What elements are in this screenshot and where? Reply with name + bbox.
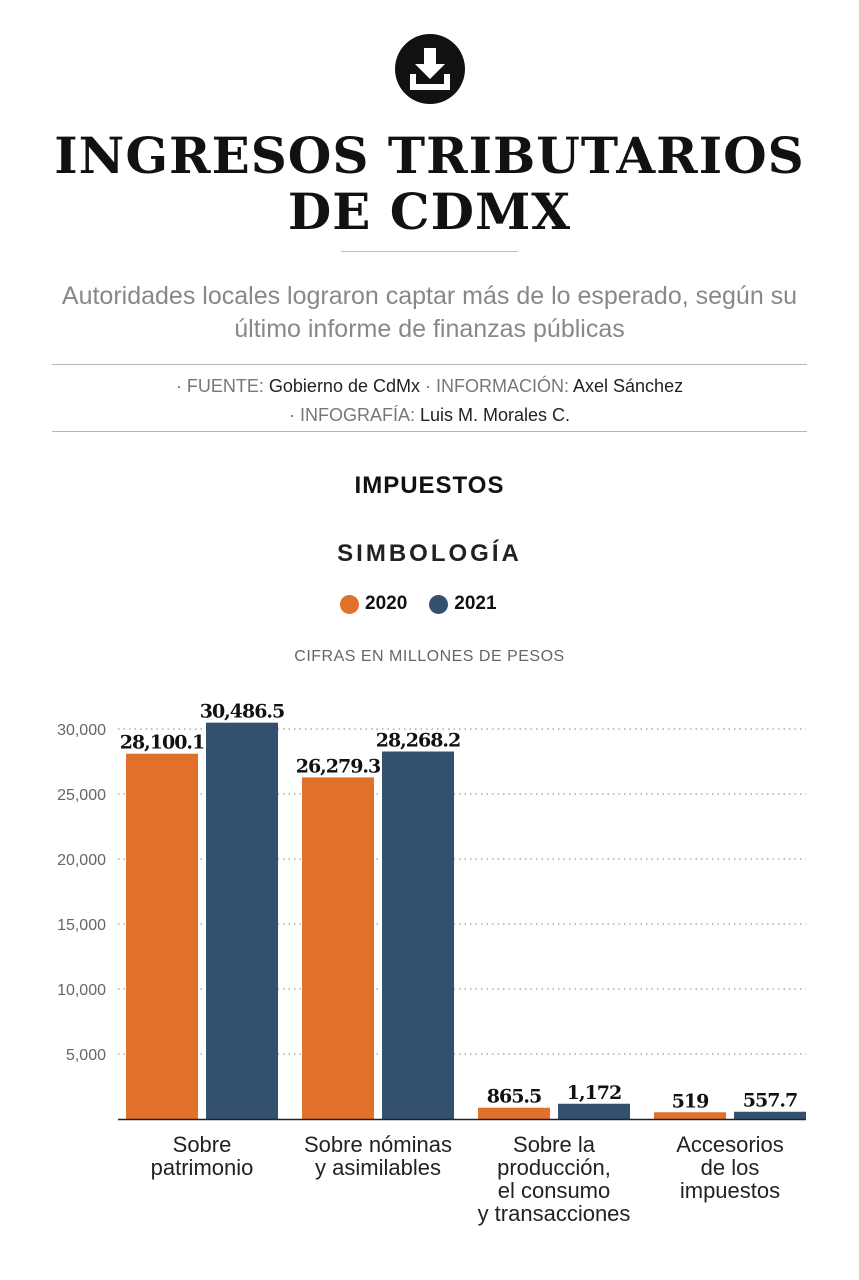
credits: · FUENTE: Gobierno de CdMx · INFORMACIÓN… [0, 372, 859, 430]
y-tick-label: 15,000 [57, 917, 106, 934]
data-label-2020: 519 [672, 1090, 709, 1112]
bar-2020 [126, 753, 198, 1119]
info-label: · INFORMACIÓN: [425, 376, 569, 396]
data-label-2021: 1,172 [567, 1082, 622, 1104]
section-title: IMPUESTOS [354, 472, 505, 499]
bar-2021 [206, 722, 278, 1119]
y-tick-label: 5,000 [66, 1047, 106, 1064]
bar-2020 [478, 1107, 550, 1119]
x-category-label: Sobre la producción, el consumo y transa… [477, 1132, 631, 1226]
bar-2021 [382, 751, 454, 1119]
x-category-label: Sobre nóminas y asimilables [304, 1132, 452, 1180]
source-value: Gobierno de CdMx [268, 376, 420, 396]
y-tick-label: 10,000 [57, 982, 106, 999]
bar-2020 [302, 777, 374, 1119]
chart-legend: 2020 2021 [340, 592, 519, 616]
bar-2021 [734, 1111, 806, 1119]
data-label-2020: 26,279.3 [296, 755, 381, 777]
download-glyph [410, 48, 450, 90]
credits-top-divider [52, 364, 807, 365]
data-label-2020: 28,100.1 [120, 732, 205, 754]
legend-label-2021: 2021 [454, 593, 497, 614]
legend-title: SIMBOLOGÍA [337, 540, 522, 567]
legend-swatch-2020 [340, 594, 359, 614]
units-note: CIFRAS EN MILLONES DE PESOS [294, 648, 565, 665]
title-line-2: DE CDMX [287, 182, 572, 241]
graphics-label: · INFOGRAFÍA: [288, 405, 415, 425]
x-category-label: Sobre patrimonio [150, 1132, 254, 1180]
data-label-2020: 865.5 [487, 1086, 542, 1108]
y-tick-label: 20,000 [57, 852, 106, 869]
data-label-2021: 30,486.5 [200, 701, 285, 723]
page-title: INGRESOS TRIBUTARIOS DE CDMX [0, 128, 859, 240]
title-divider [341, 251, 518, 252]
bar-2020 [654, 1112, 726, 1119]
x-category-label: Accesorios de los impuestos [676, 1132, 784, 1203]
legend-label-2020: 2020 [365, 593, 408, 614]
data-label-2021: 557.7 [743, 1090, 798, 1112]
title-line-1: INGRESOS TRIBUTARIOS [54, 126, 805, 185]
legend-item-2021: 2021 [429, 593, 497, 615]
data-label-2021: 28,268.2 [376, 730, 461, 752]
y-tick-label: 25,000 [57, 787, 106, 804]
download-icon[interactable] [395, 34, 465, 104]
credits-line-1: · FUENTE: Gobierno de CdMx · INFORMACIÓN… [0, 372, 859, 401]
graphics-value: Luis M. Morales C. [419, 405, 571, 425]
credits-bottom-divider [52, 431, 807, 432]
legend-swatch-2021 [429, 594, 449, 614]
legend-item-2020: 2020 [340, 593, 407, 615]
subtitle: Autoridades locales lograron captar más … [61, 282, 798, 343]
credits-line-2: · INFOGRAFÍA: Luis M. Morales C. [0, 401, 859, 430]
source-label: · FUENTE: [175, 376, 264, 396]
bar-2021 [558, 1103, 630, 1119]
y-tick-label: 30,000 [57, 722, 106, 739]
info-value: Axel Sánchez [573, 376, 684, 396]
